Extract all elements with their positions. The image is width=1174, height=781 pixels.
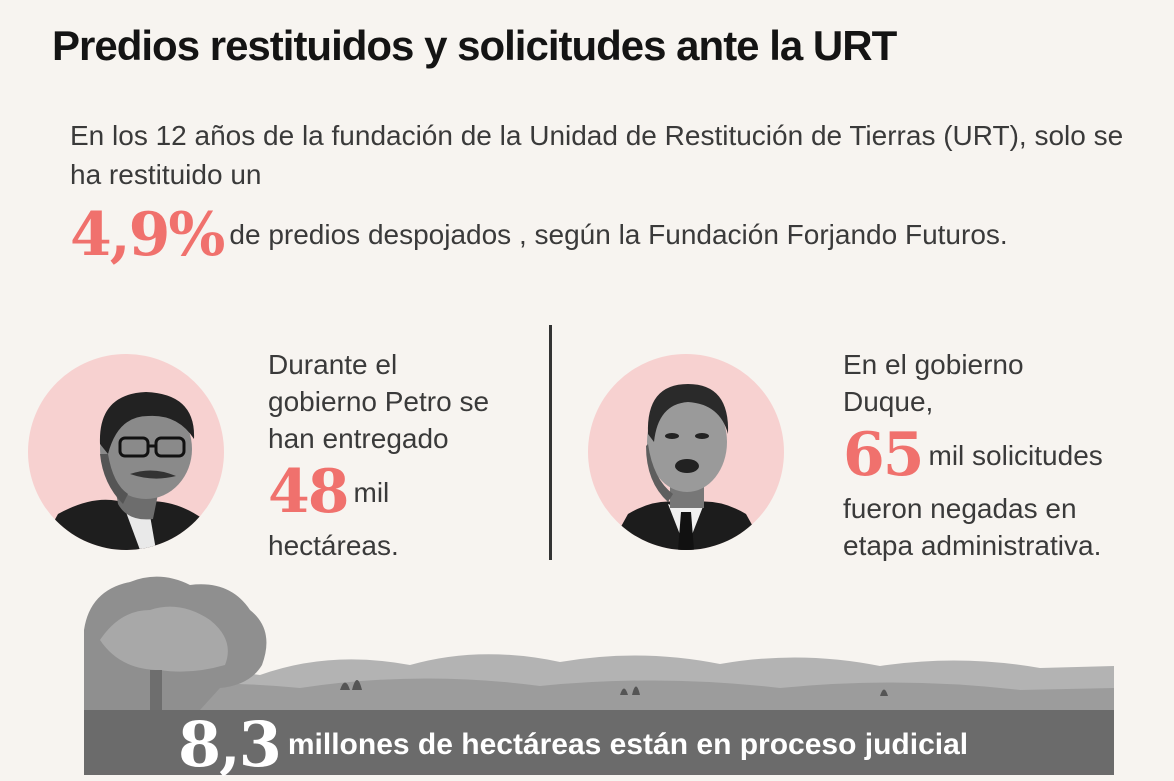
petro-line-1: Durante el bbox=[268, 349, 398, 380]
petro-hectares-value: 48 bbox=[268, 457, 349, 527]
intro-text: En los 12 años de la fundación de la Uni… bbox=[70, 120, 1124, 190]
duque-requests-unit: mil solicitudes bbox=[928, 439, 1103, 471]
duque-text-block: En el gobierno Duque, 65 mil solicitudes … bbox=[843, 346, 1163, 564]
petro-line-2: gobierno Petro se bbox=[268, 386, 490, 417]
section-divider bbox=[549, 325, 552, 560]
judicial-stat: 8,3 millones de hectáreas están en proces… bbox=[178, 708, 968, 781]
restitution-percent: 4,9% bbox=[70, 200, 225, 270]
landscape-illustration-icon bbox=[84, 576, 1114, 710]
petro-stat-line: 48 mil bbox=[268, 457, 558, 527]
duque-stat-line: 65 mil solicitudes bbox=[843, 420, 1163, 490]
duque-portrait-icon bbox=[588, 354, 784, 550]
duque-line-2: Duque, bbox=[843, 386, 934, 417]
duque-line-1: En el gobierno bbox=[843, 349, 1024, 380]
petro-hectares-unit: mil bbox=[353, 476, 390, 508]
duque-line-4: fueron negadas en bbox=[843, 493, 1077, 524]
duque-requests-value: 65 bbox=[843, 420, 924, 490]
petro-text-block: Durante el gobierno Petro se han entrega… bbox=[268, 346, 558, 564]
restitution-description: de predios despojados , según la Fundaci… bbox=[229, 219, 1008, 250]
judicial-band bbox=[84, 710, 1114, 775]
intro-stat: 4,9% de predios despojados , según la Fun… bbox=[70, 200, 1008, 270]
judicial-hectares-description: millones de hectáreas están en proceso j… bbox=[287, 727, 969, 761]
petro-line-3: han entregado bbox=[268, 423, 449, 454]
judicial-hectares-value: 8,3 bbox=[178, 708, 282, 781]
petro-portrait-icon bbox=[28, 354, 224, 550]
petro-line-5: hectáreas. bbox=[268, 530, 399, 561]
page-title: Predios restituidos y solicitudes ante l… bbox=[52, 22, 897, 69]
duque-line-5: etapa administrativa. bbox=[843, 530, 1102, 561]
